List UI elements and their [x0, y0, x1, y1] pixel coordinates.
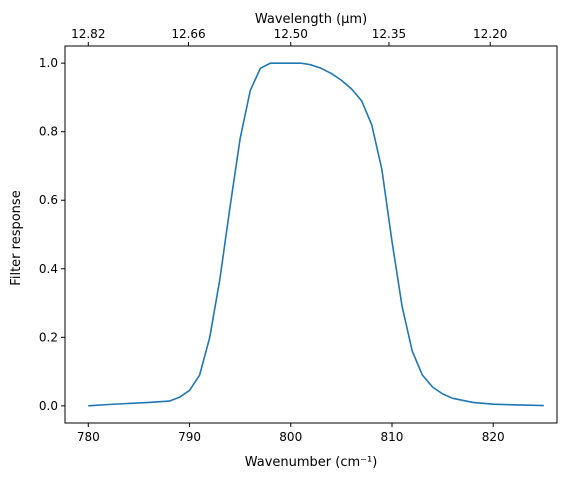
x2-tick-label-3: 12.35 [372, 27, 406, 41]
plot-frame [64, 45, 558, 424]
x-tick-label-800: 800 [279, 430, 302, 444]
series-line-0 [88, 62, 544, 407]
x2-tick-label-1: 12.66 [171, 27, 205, 41]
y-tick-label-3: 0.6 [39, 193, 58, 207]
y-tick-label-1: 0.2 [39, 330, 58, 344]
x-axis: 780 790 800 810 820 [77, 423, 505, 444]
y-tick-label-0: 0.0 [39, 399, 58, 413]
y-axis: 0.0 0.2 0.4 0.6 0.8 1.0 [39, 56, 65, 413]
x-axis-title: Wavenumber (cm⁻¹) [245, 455, 378, 470]
y-tick-label-2: 0.4 [39, 262, 58, 276]
x-tick-label-780: 780 [77, 430, 100, 444]
y-axis-title: Filter response [9, 190, 24, 285]
secondary-x-axis: 12.82 12.66 12.50 12.35 12.20 [71, 27, 507, 46]
y-tick-label-5: 1.0 [39, 56, 58, 70]
plot-area [65, 46, 557, 423]
x2-tick-label-4: 12.20 [473, 27, 507, 41]
x-tick-label-810: 810 [381, 430, 404, 444]
x2-tick-label-0: 12.82 [71, 27, 105, 41]
x-tick-label-820: 820 [482, 430, 505, 444]
y-tick-label-4: 0.8 [39, 125, 58, 139]
x2-tick-label-2: 12.50 [274, 27, 308, 41]
x2-axis-title: Wavelength (μm) [255, 12, 367, 27]
series-layer [88, 62, 544, 407]
x-tick-label-790: 790 [178, 430, 201, 444]
